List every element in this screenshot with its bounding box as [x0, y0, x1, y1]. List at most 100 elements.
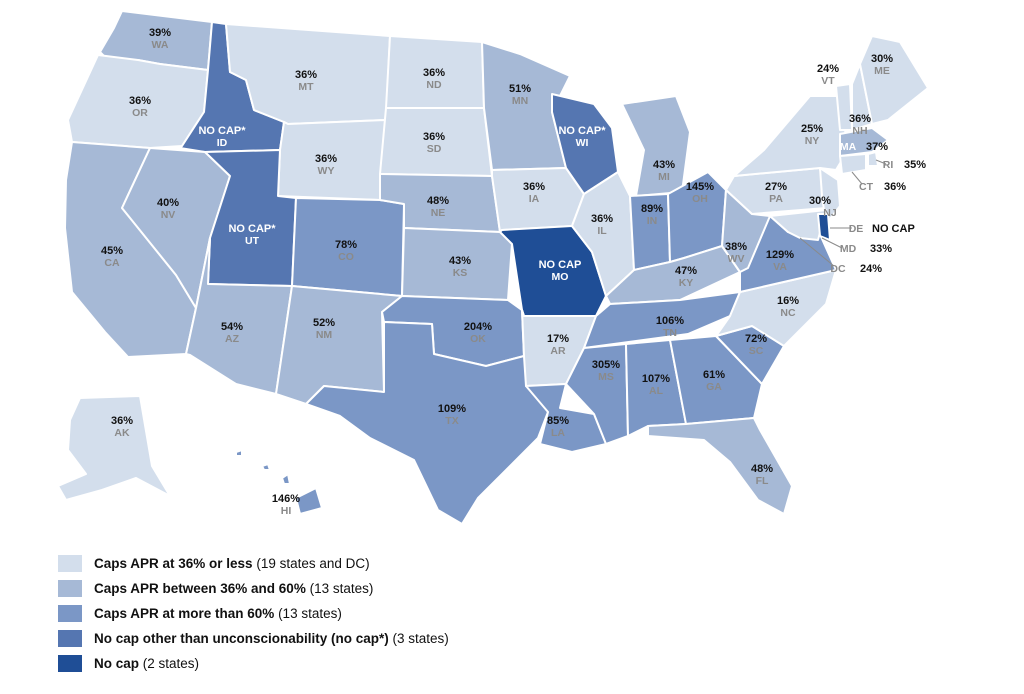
state-abbr-oh: OH [692, 193, 708, 205]
state-value-wa: 39% [149, 27, 171, 39]
state-shape-tx [305, 321, 549, 525]
state-value-fl: 48% [751, 463, 773, 475]
leader-line-ct [851, 171, 863, 185]
state-value-mn: 51% [509, 83, 531, 95]
state-abbr-ct: CT [859, 181, 874, 193]
state-abbr-dc: DC [830, 263, 846, 275]
state-abbr-ny: NY [805, 135, 820, 147]
state-abbr-ms: MS [598, 371, 614, 383]
state-abbr-ok: OK [470, 333, 486, 345]
state-value-ks: 43% [449, 255, 471, 267]
legend-item-cat1: Caps APR at 36% or less (19 states and D… [58, 552, 658, 575]
state-abbr-mt: MT [298, 81, 314, 93]
state-value-nh: 36% [849, 113, 871, 125]
state-value-nd: 36% [423, 67, 445, 79]
state-value-md: 33% [870, 243, 892, 255]
state-abbr-ar: AR [550, 345, 566, 357]
state-abbr-nd: ND [426, 79, 442, 91]
legend-label: Caps APR between 36% and 60% (13 states) [94, 581, 374, 596]
leader-line-md [821, 237, 843, 249]
state-shape-hi [235, 449, 323, 515]
state-value-mi: 43% [653, 159, 675, 171]
state-value-tn: 106% [656, 315, 684, 327]
state-abbr-ks: KS [453, 267, 468, 279]
state-value-sc: 72% [745, 333, 767, 345]
state-shape-ri [867, 151, 879, 167]
state-shape-md [769, 209, 827, 241]
state-value-tx: 109% [438, 403, 466, 415]
state-abbr-me: ME [874, 65, 890, 77]
state-value-ia: 36% [523, 181, 545, 193]
state-value-id: NO CAP* [198, 125, 246, 137]
state-shape-ga [669, 335, 763, 425]
state-value-ri: 35% [904, 159, 926, 171]
state-abbr-wi: WI [576, 137, 589, 149]
state-shape-az [185, 237, 293, 395]
state-value-ms: 305% [592, 359, 620, 371]
state-shape-mi [621, 95, 691, 197]
leader-line-dc [799, 237, 835, 267]
state-value-vt: 24% [817, 63, 839, 75]
legend-item-cat5: No cap (2 states) [58, 652, 658, 675]
state-value-ky: 47% [675, 265, 697, 277]
state-abbr-ia: IA [529, 193, 540, 205]
legend-swatch-cat1 [58, 555, 82, 572]
state-value-il: 36% [591, 213, 613, 225]
state-value-ne: 48% [427, 195, 449, 207]
state-shape-fl [647, 417, 793, 515]
state-abbr-tx: TX [445, 415, 458, 427]
state-abbr-wy: WY [318, 165, 335, 177]
state-abbr-mn: MN [512, 95, 528, 107]
state-value-al: 107% [642, 373, 670, 385]
state-abbr-vt: VT [821, 75, 835, 87]
state-abbr-ri: RI [883, 159, 894, 171]
state-abbr-la: LA [551, 427, 565, 439]
state-value-ca: 45% [101, 245, 123, 257]
state-abbr-ne: NE [431, 207, 446, 219]
state-value-co: 78% [335, 239, 357, 251]
state-abbr-wv: WV [728, 253, 745, 265]
state-abbr-mo: MO [552, 271, 569, 283]
state-shape-ak [57, 395, 171, 501]
state-shape-de [817, 213, 831, 241]
state-value-ar: 17% [547, 333, 569, 345]
state-abbr-wa: WA [152, 39, 169, 51]
state-value-ma: 37% [866, 141, 888, 153]
state-value-in: 89% [641, 203, 663, 215]
state-value-wv: 38% [725, 241, 747, 253]
state-abbr-nj: NJ [823, 207, 837, 219]
state-abbr-sd: SD [427, 143, 442, 155]
state-abbr-ma: MA [840, 141, 857, 153]
state-value-wi: NO CAP* [558, 125, 606, 137]
state-value-mo: NO CAP [539, 259, 582, 271]
state-value-ct: 36% [884, 181, 906, 193]
state-value-nm: 52% [313, 317, 335, 329]
state-abbr-co: CO [338, 251, 354, 263]
state-shape-ma [839, 127, 889, 157]
legend-swatch-cat2 [58, 580, 82, 597]
state-shape-ct [839, 153, 867, 175]
state-value-az: 54% [221, 321, 243, 333]
state-abbr-ut: UT [245, 235, 260, 247]
state-abbr-in: IN [647, 215, 658, 227]
state-value-pa: 27% [765, 181, 787, 193]
state-value-nv: 40% [157, 197, 179, 209]
state-abbr-ga: GA [706, 381, 722, 393]
state-shape-me [859, 35, 929, 125]
state-value-ny: 25% [801, 123, 823, 135]
legend: Caps APR at 36% or less (19 states and D… [58, 552, 658, 677]
legend-label: No cap (2 states) [94, 656, 200, 671]
state-abbr-az: AZ [225, 333, 240, 345]
legend-label: Caps APR at 36% or less (19 states and D… [94, 556, 370, 571]
state-shape-ks [401, 227, 513, 301]
legend-label: No cap other than unconscionability (no … [94, 631, 449, 646]
state-value-de: NO CAP [872, 223, 915, 235]
state-value-nc: 16% [777, 295, 799, 307]
state-shape-ny [733, 95, 849, 177]
state-abbr-md: MD [840, 243, 857, 255]
state-abbr-mi: MI [658, 171, 670, 183]
legend-label: Caps APR at more than 60% (13 states) [94, 606, 342, 621]
state-value-me: 30% [871, 53, 893, 65]
legend-swatch-cat5 [58, 655, 82, 672]
